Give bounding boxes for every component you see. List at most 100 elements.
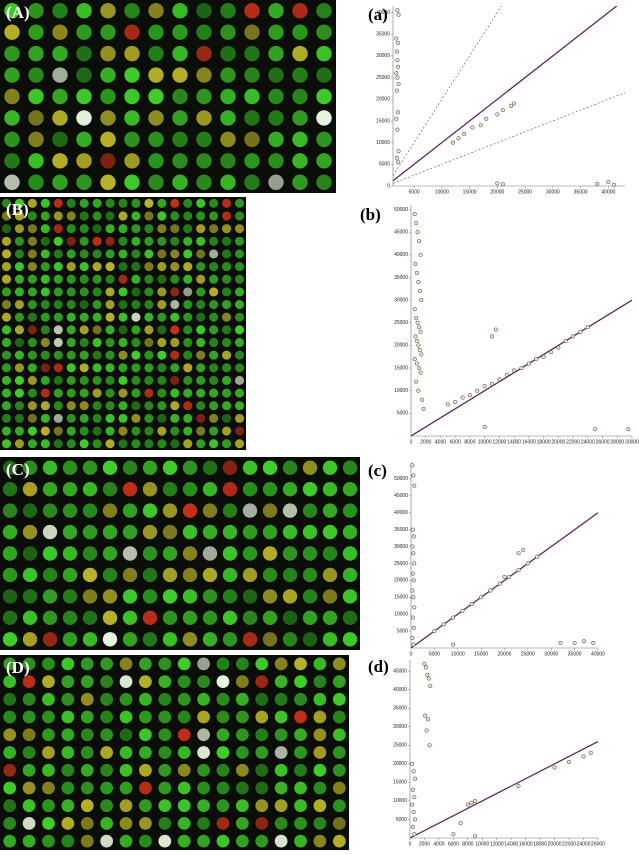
data-point	[473, 798, 478, 803]
data-point	[525, 561, 530, 566]
spot	[61, 675, 75, 688]
spot	[222, 249, 232, 259]
spot	[14, 198, 24, 208]
spot	[162, 546, 178, 561]
y-tick-label: 30000	[394, 544, 408, 550]
spot	[313, 675, 327, 688]
spot	[80, 710, 94, 724]
spot	[118, 439, 128, 449]
spot	[61, 692, 75, 706]
data-point	[412, 483, 417, 488]
spot	[100, 834, 114, 848]
spot	[235, 710, 249, 724]
y-tick-label: 5000	[397, 411, 408, 417]
spot	[144, 249, 154, 259]
spot	[316, 174, 332, 190]
x-tick-label: 0	[410, 651, 413, 657]
spot	[244, 110, 260, 126]
spot	[197, 763, 210, 777]
spot	[157, 274, 167, 284]
spot	[292, 24, 308, 40]
spot	[118, 401, 128, 411]
spot	[144, 401, 154, 411]
data-point	[417, 239, 422, 244]
spot	[40, 224, 50, 234]
x-tick-label: 4000	[435, 439, 446, 445]
x-tick-label: 26000	[591, 841, 605, 847]
spot	[22, 692, 36, 706]
data-point	[420, 397, 425, 402]
spot	[3, 746, 17, 759]
spot	[148, 88, 164, 105]
data-point	[411, 595, 416, 600]
spot	[100, 763, 114, 777]
spot	[131, 363, 141, 373]
x-tick-label: 18000	[533, 841, 547, 847]
spot	[172, 88, 188, 105]
spot	[242, 503, 258, 518]
spot	[14, 388, 24, 398]
spot	[3, 781, 17, 795]
spot	[209, 312, 219, 322]
spot	[40, 413, 50, 423]
data-point	[489, 381, 495, 386]
y-tick-label: 35000	[393, 706, 407, 712]
spot	[42, 524, 58, 540]
spot	[3, 763, 17, 777]
spot	[28, 3, 44, 19]
spot	[235, 781, 249, 795]
spot	[131, 274, 141, 284]
spot	[242, 460, 258, 475]
spot	[196, 375, 206, 385]
spot	[14, 236, 24, 246]
spot	[234, 413, 245, 423]
spot	[100, 710, 114, 724]
spot	[105, 312, 115, 322]
spot	[28, 131, 44, 148]
spot	[76, 174, 92, 190]
spot	[177, 834, 191, 848]
spot	[222, 287, 232, 297]
data-point	[423, 665, 428, 670]
spot	[79, 224, 89, 234]
spot	[172, 153, 188, 169]
spot	[342, 460, 358, 475]
spot	[2, 589, 18, 604]
y-tick-label: 25000	[376, 75, 390, 81]
data-point	[493, 327, 498, 332]
spot	[76, 88, 92, 105]
microarray-image: (C)	[0, 457, 360, 650]
spot	[122, 589, 138, 604]
spot	[52, 174, 68, 190]
spot	[234, 388, 245, 398]
spot	[79, 262, 89, 272]
spot	[27, 274, 37, 284]
spot	[196, 325, 206, 335]
spot	[22, 503, 38, 518]
spot	[222, 460, 238, 475]
spot	[342, 546, 358, 561]
spot	[124, 45, 140, 62]
spot	[183, 211, 193, 221]
spot	[222, 299, 232, 310]
spot	[294, 763, 307, 777]
data-point	[460, 608, 465, 613]
y-tick-label: 5000	[397, 628, 408, 634]
spot	[100, 153, 116, 169]
spot	[61, 763, 75, 777]
spot	[216, 728, 230, 742]
data-point	[394, 88, 399, 93]
data-point	[395, 127, 400, 132]
spot	[131, 224, 141, 234]
spot	[27, 299, 37, 310]
spot	[14, 299, 24, 310]
spot	[142, 589, 158, 604]
spot	[162, 481, 178, 497]
data-point	[417, 325, 422, 330]
spot	[158, 692, 172, 706]
spot	[53, 211, 63, 221]
spot	[119, 692, 133, 706]
spot	[144, 262, 154, 272]
data-point	[410, 571, 415, 576]
spot	[144, 388, 154, 398]
